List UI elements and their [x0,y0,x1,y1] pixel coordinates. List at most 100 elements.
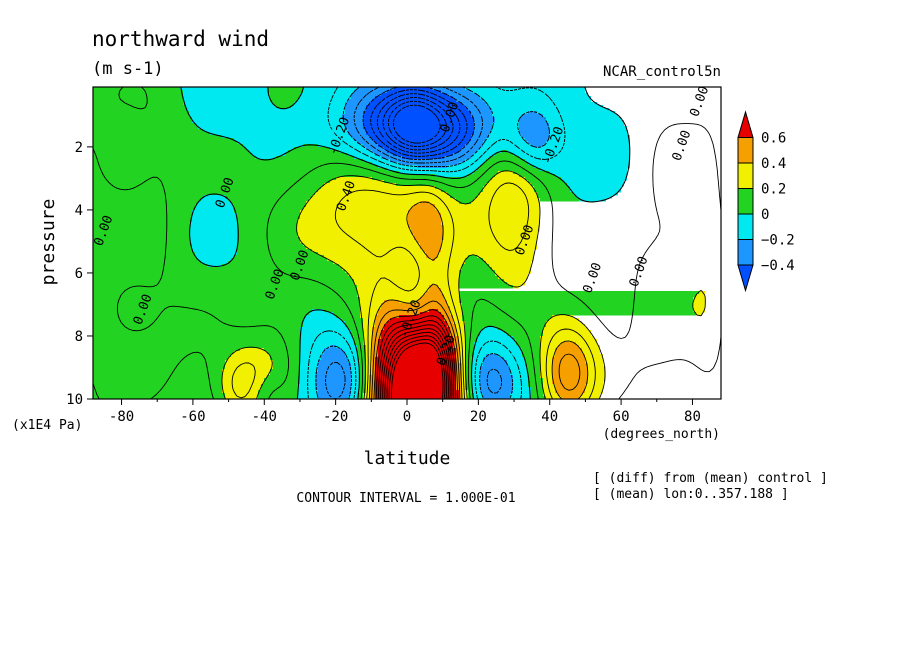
field-cell [312,195,450,199]
field-cell [492,129,519,133]
field-cell [93,192,315,196]
field-cell [447,303,462,307]
field-cell [339,150,372,154]
field-cell [93,240,189,244]
field-cell [549,132,627,136]
field-cell [321,357,348,361]
field-cell [93,390,222,394]
chart-units: (m s-1) [92,59,164,79]
field-cell [480,378,513,382]
field-cell [93,138,234,142]
field-cell [270,93,300,97]
field-cell [480,387,513,391]
field-cell [423,294,444,298]
field-cell [303,144,318,148]
field-cell [360,378,366,382]
field-cell [465,87,585,91]
field-cell [459,396,462,399]
field-cell [519,156,630,160]
contour-line [386,335,448,399]
field-cell [93,165,378,169]
field-cell [306,201,420,205]
field-cell [93,306,360,310]
field-cell [540,357,552,361]
field-cell [402,156,444,160]
field-cell [516,339,540,343]
field-cell [93,372,222,376]
field-cell [237,252,318,256]
field-cell [366,348,372,352]
field-cell [561,177,627,181]
contour-label: 0.00 [670,128,695,163]
field-cell [267,87,303,91]
field-cell [237,141,357,145]
field-cell [384,324,447,328]
field-cell [93,132,210,136]
field-cell [414,234,444,238]
field-cell [300,240,417,244]
field-cell [519,117,546,121]
field-cell [459,162,483,166]
field-cell [195,207,234,211]
contour-interval-text: CONTOUR INTERVAL = 1.000E-01 [296,491,515,506]
field-cell [363,327,372,331]
field-cell [315,384,351,388]
field-cell [429,285,438,289]
field-cell [360,375,366,379]
field-cell [261,384,297,388]
field-cell [519,129,549,133]
field-cell [297,228,411,232]
field-cell [459,201,471,205]
field-cell [237,246,306,250]
field-cell [378,165,417,169]
field-cell [492,177,525,181]
field-cell [195,123,345,127]
contour-line [221,170,706,399]
field-cell [93,111,189,115]
field-cell [93,267,342,271]
field-cell [93,387,222,391]
field-cell [474,126,492,130]
field-cell [456,360,459,364]
field-cell [450,195,477,199]
field-cell [483,99,591,103]
field-cell [426,291,441,295]
field-cell [471,369,480,373]
field-cell [300,333,351,337]
field-cell [465,105,489,109]
field-cell [456,99,483,103]
field-cell [465,321,546,325]
field-cell [324,351,345,355]
field-cell [555,390,585,394]
contour-line [373,309,459,399]
field-cell [372,348,378,352]
field-cell [417,300,447,304]
field-cell [414,237,444,241]
field-cell [93,348,240,352]
field-cell [408,216,441,220]
colorbar-label: 0.4 [761,156,786,172]
contour-line [307,87,566,399]
field-cell [234,204,306,208]
field-cell [222,384,261,388]
field-cell [447,93,477,97]
field-cell [477,195,537,199]
field-cell [345,111,363,115]
field-cell [459,279,504,283]
x-axis-units: (degrees_north) [603,427,720,442]
field-cell [543,384,555,388]
y-axis-units: (x1E4 Pa) [12,418,82,433]
field-cell [375,141,468,145]
field-cell [477,168,540,172]
field-cell [462,306,693,310]
field-cell [303,321,345,325]
field-cell [474,396,483,399]
field-cell [474,120,495,124]
field-cell [93,393,225,397]
field-cell [465,363,471,367]
contour-label: 0.00 [627,254,652,289]
field-cell [513,381,528,385]
field-cell [528,375,540,379]
field-cell [522,135,549,139]
note-diff: [ (diff) from (mean) control ] [593,471,828,486]
